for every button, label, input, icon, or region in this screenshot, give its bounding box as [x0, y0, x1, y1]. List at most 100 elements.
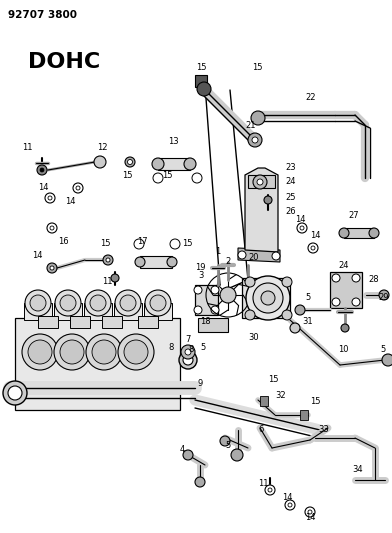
Polygon shape — [138, 316, 158, 328]
Circle shape — [145, 290, 171, 316]
Circle shape — [153, 173, 163, 183]
Circle shape — [369, 228, 379, 238]
Circle shape — [50, 226, 54, 230]
Circle shape — [238, 251, 246, 259]
Circle shape — [134, 239, 144, 249]
Circle shape — [115, 290, 141, 316]
Text: 5: 5 — [200, 343, 205, 352]
Polygon shape — [238, 248, 280, 262]
Circle shape — [253, 175, 267, 189]
Text: 10: 10 — [338, 345, 348, 354]
Text: 15: 15 — [268, 376, 278, 384]
Text: 21: 21 — [245, 120, 256, 130]
Bar — [260, 396, 268, 406]
Circle shape — [332, 274, 340, 282]
Text: 31: 31 — [302, 318, 313, 327]
Circle shape — [231, 449, 243, 461]
Text: 24: 24 — [338, 261, 348, 270]
Text: 33: 33 — [318, 425, 329, 434]
Text: 24: 24 — [285, 177, 296, 187]
Text: 15: 15 — [122, 171, 132, 180]
Polygon shape — [344, 228, 374, 238]
Text: 8: 8 — [168, 343, 173, 352]
Text: 26: 26 — [285, 207, 296, 216]
Circle shape — [352, 298, 360, 306]
Circle shape — [211, 306, 219, 314]
Circle shape — [282, 310, 292, 320]
Circle shape — [86, 334, 122, 370]
Circle shape — [124, 340, 148, 364]
Circle shape — [25, 290, 51, 316]
Polygon shape — [70, 316, 90, 328]
Text: 2: 2 — [225, 257, 230, 266]
Text: 9: 9 — [198, 378, 203, 387]
Text: 11: 11 — [258, 479, 269, 488]
Circle shape — [185, 349, 191, 355]
Text: 14: 14 — [65, 198, 76, 206]
Polygon shape — [195, 285, 218, 315]
Polygon shape — [102, 316, 122, 328]
Circle shape — [272, 252, 280, 260]
Polygon shape — [158, 158, 190, 170]
Circle shape — [37, 165, 47, 175]
Circle shape — [332, 298, 340, 306]
Circle shape — [3, 381, 27, 405]
Circle shape — [245, 310, 255, 320]
Circle shape — [211, 286, 219, 294]
Text: 29: 29 — [378, 294, 388, 303]
Circle shape — [118, 334, 154, 370]
Circle shape — [167, 257, 177, 267]
Circle shape — [297, 223, 307, 233]
Circle shape — [295, 305, 305, 315]
Circle shape — [183, 450, 193, 460]
Circle shape — [248, 133, 262, 147]
Circle shape — [111, 274, 119, 282]
Text: 18: 18 — [200, 318, 211, 327]
Polygon shape — [38, 316, 58, 328]
Circle shape — [184, 158, 196, 170]
Text: 15: 15 — [310, 398, 321, 407]
Circle shape — [251, 111, 265, 125]
Text: 7: 7 — [185, 335, 191, 344]
Circle shape — [305, 507, 315, 517]
Polygon shape — [15, 318, 180, 410]
Text: 14: 14 — [295, 215, 305, 224]
Polygon shape — [242, 278, 290, 318]
Text: 5: 5 — [305, 294, 310, 303]
Circle shape — [150, 295, 166, 311]
Circle shape — [341, 324, 349, 332]
Circle shape — [197, 82, 211, 96]
Text: 25: 25 — [285, 193, 296, 203]
Circle shape — [290, 323, 300, 333]
Text: 17: 17 — [137, 238, 148, 246]
Text: DOHC: DOHC — [28, 52, 100, 72]
Circle shape — [54, 334, 90, 370]
Circle shape — [257, 179, 263, 185]
Circle shape — [48, 196, 52, 200]
Circle shape — [103, 255, 113, 265]
Text: 20: 20 — [248, 254, 258, 262]
Circle shape — [50, 266, 54, 270]
Circle shape — [246, 276, 290, 320]
Polygon shape — [144, 303, 172, 320]
Circle shape — [55, 290, 81, 316]
Text: 1: 1 — [215, 247, 220, 256]
Circle shape — [195, 477, 205, 487]
Circle shape — [288, 503, 292, 507]
Text: 3: 3 — [198, 271, 203, 279]
Circle shape — [245, 277, 255, 287]
Circle shape — [40, 168, 44, 172]
Text: 11: 11 — [102, 278, 113, 287]
Circle shape — [220, 287, 236, 303]
Polygon shape — [54, 303, 82, 320]
Text: 92707 3800: 92707 3800 — [8, 10, 77, 20]
Circle shape — [45, 193, 55, 203]
Circle shape — [135, 257, 145, 267]
Polygon shape — [198, 318, 228, 332]
Circle shape — [125, 157, 135, 167]
Text: 16: 16 — [58, 238, 69, 246]
Circle shape — [285, 500, 295, 510]
Text: 15: 15 — [252, 63, 263, 72]
Circle shape — [339, 228, 349, 238]
Polygon shape — [140, 256, 172, 268]
